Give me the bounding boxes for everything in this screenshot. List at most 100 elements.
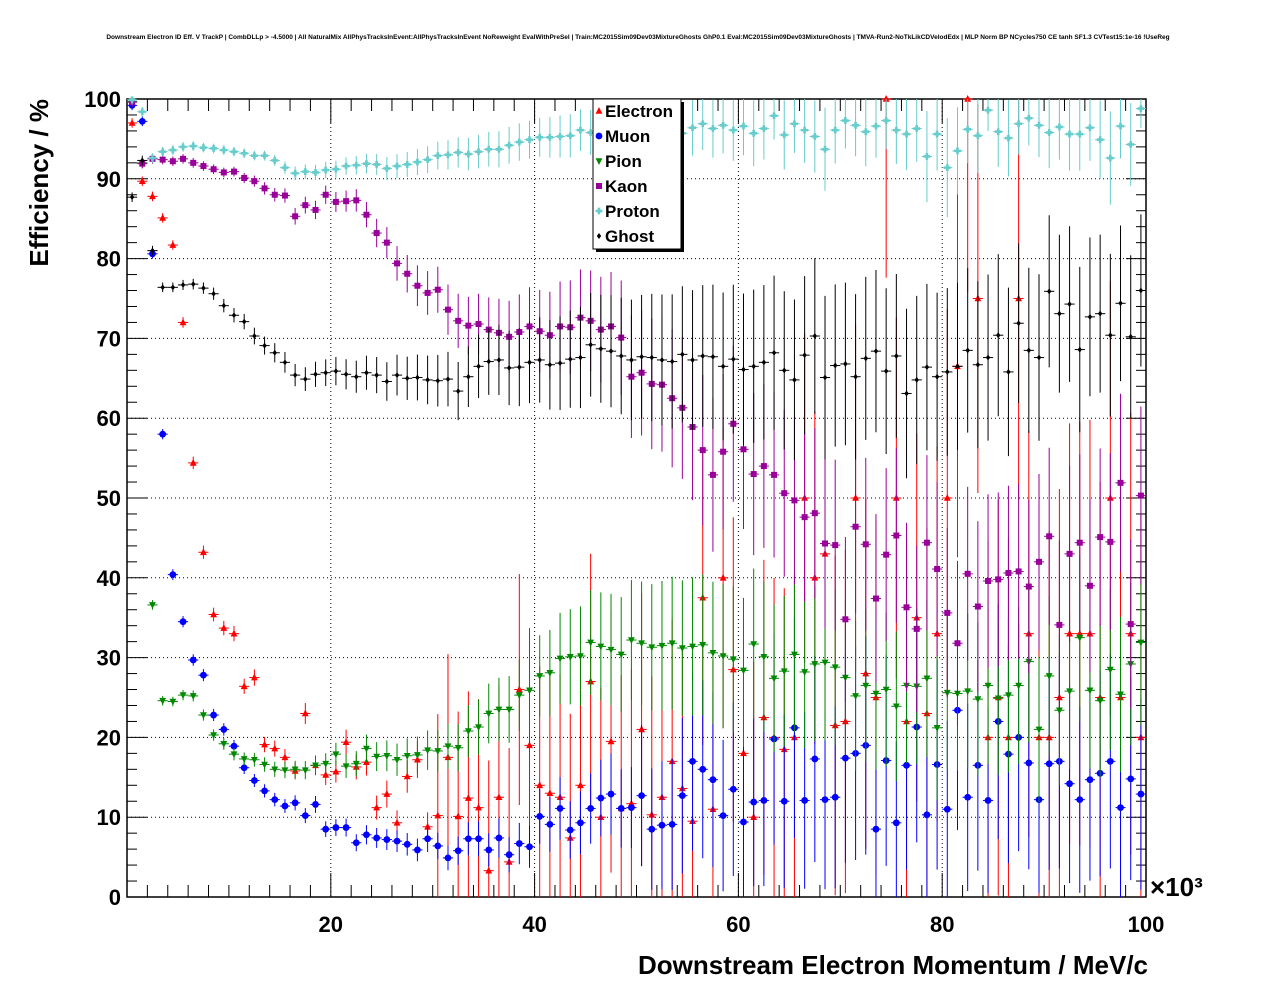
- data-point: [464, 835, 472, 843]
- data-point: [332, 767, 340, 775]
- data-point: [801, 797, 809, 804]
- data-point: [526, 741, 533, 749]
- data-point: [740, 667, 747, 675]
- series-proton: [127, 96, 1146, 218]
- data-point: [220, 740, 228, 748]
- legend-box: [592, 98, 682, 250]
- data-point: [1117, 479, 1124, 486]
- data-point: [322, 166, 330, 174]
- data-point: [975, 361, 981, 368]
- data-point: [546, 820, 554, 828]
- data-point: [1026, 347, 1032, 354]
- data-point: [475, 724, 482, 732]
- data-point: [352, 839, 360, 847]
- data-point: [515, 138, 523, 146]
- x-axis-title: Downstream Electron Momentum / MeV/c: [638, 950, 1148, 980]
- data-point: [393, 756, 401, 764]
- data-point: [333, 368, 339, 375]
- data-point: [639, 353, 644, 360]
- data-point: [220, 169, 227, 176]
- data-point: [821, 659, 829, 667]
- data-point: [179, 143, 187, 151]
- data-point: [801, 126, 809, 134]
- x-tick-label: 100: [1128, 912, 1165, 937]
- legend-marker-pion: [595, 158, 603, 165]
- data-point: [363, 831, 370, 839]
- data-point: [189, 142, 197, 150]
- data-point: [648, 825, 656, 833]
- data-point: [750, 798, 758, 806]
- data-point: [607, 790, 615, 798]
- data-point: [792, 376, 797, 383]
- data-point: [1036, 354, 1042, 361]
- data-point: [709, 650, 717, 657]
- data-point: [1005, 570, 1012, 577]
- data-point: [169, 571, 177, 579]
- chart-title: Downstream Electron ID Eff. V TrackP | C…: [106, 34, 1170, 41]
- data-point: [383, 752, 391, 760]
- legend-marker-ghost: [596, 233, 602, 239]
- data-point: [485, 866, 493, 874]
- data-point: [169, 698, 177, 706]
- data-point: [515, 840, 523, 847]
- data-point: [771, 349, 777, 356]
- data-point: [414, 846, 421, 854]
- data-point: [984, 682, 992, 690]
- data-point: [291, 169, 299, 177]
- data-point: [577, 781, 584, 789]
- data-point: [149, 192, 156, 200]
- data-point: [943, 164, 951, 172]
- legend-label-pion: Pion: [605, 152, 642, 171]
- data-point: [240, 756, 248, 763]
- data-point: [332, 751, 340, 759]
- data-point: [384, 378, 390, 385]
- data-point: [862, 682, 870, 690]
- data-point: [1128, 333, 1133, 340]
- data-point: [1025, 759, 1033, 767]
- data-point: [240, 682, 248, 690]
- data-point: [405, 375, 410, 382]
- data-point: [291, 766, 299, 774]
- data-point: [342, 763, 350, 771]
- data-point: [1045, 760, 1053, 768]
- data-point: [577, 819, 584, 827]
- data-point: [536, 781, 544, 789]
- data-point: [1137, 790, 1145, 798]
- data-point: [1106, 757, 1114, 765]
- data-point: [200, 144, 207, 152]
- data-point: [261, 740, 268, 748]
- data-point: [414, 282, 421, 289]
- data-point: [852, 121, 859, 129]
- data-point: [454, 744, 462, 752]
- data-point: [619, 352, 624, 359]
- data-point: [607, 646, 615, 654]
- data-point: [588, 341, 593, 348]
- data-point: [780, 797, 788, 805]
- data-point: [322, 825, 330, 833]
- data-point: [475, 803, 482, 811]
- data-point: [1015, 682, 1023, 690]
- data-point: [1055, 707, 1063, 715]
- data-point: [444, 743, 452, 751]
- data-point: [1056, 621, 1063, 628]
- data-point: [527, 359, 532, 366]
- data-point: [373, 834, 381, 842]
- data-point: [159, 697, 167, 705]
- data-point: [791, 497, 798, 504]
- data-point: [1005, 134, 1012, 142]
- data-point: [903, 761, 910, 769]
- data-point: [700, 352, 705, 359]
- data-point: [894, 352, 899, 359]
- data-point: [1066, 780, 1073, 788]
- data-point: [332, 198, 339, 205]
- data-point: [485, 710, 493, 718]
- data-point: [444, 306, 451, 313]
- data-point: [1086, 687, 1094, 695]
- data-point: [1127, 775, 1135, 783]
- y-tick-label: 30: [97, 646, 121, 671]
- data-point: [709, 125, 717, 132]
- data-point: [271, 796, 279, 804]
- data-point: [731, 356, 736, 363]
- data-point: [690, 356, 695, 363]
- data-point: [352, 161, 360, 169]
